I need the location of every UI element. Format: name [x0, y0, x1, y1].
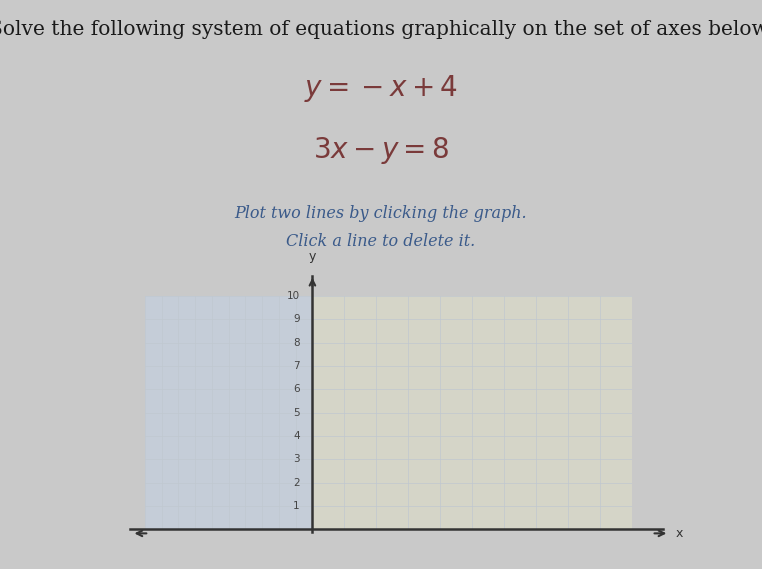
Text: Solve the following system of equations graphically on the set of axes below.: Solve the following system of equations …	[0, 20, 762, 39]
Text: 10: 10	[287, 291, 299, 301]
Text: 2: 2	[293, 477, 299, 488]
Text: Plot two lines by clicking the graph.: Plot two lines by clicking the graph.	[235, 205, 527, 222]
Text: 5: 5	[293, 407, 299, 418]
Text: 1: 1	[293, 501, 299, 511]
Text: Click a line to delete it.: Click a line to delete it.	[287, 233, 475, 250]
Text: $3x-y=8$: $3x-y=8$	[313, 135, 449, 166]
Text: y: y	[309, 250, 316, 263]
Text: 9: 9	[293, 314, 299, 324]
Text: 4: 4	[293, 431, 299, 441]
Text: x: x	[676, 527, 683, 540]
Text: 8: 8	[293, 337, 299, 348]
Text: 6: 6	[293, 384, 299, 394]
Text: 3: 3	[293, 454, 299, 464]
Text: $y=-x+4$: $y=-x+4$	[304, 73, 458, 104]
Text: 7: 7	[293, 361, 299, 371]
